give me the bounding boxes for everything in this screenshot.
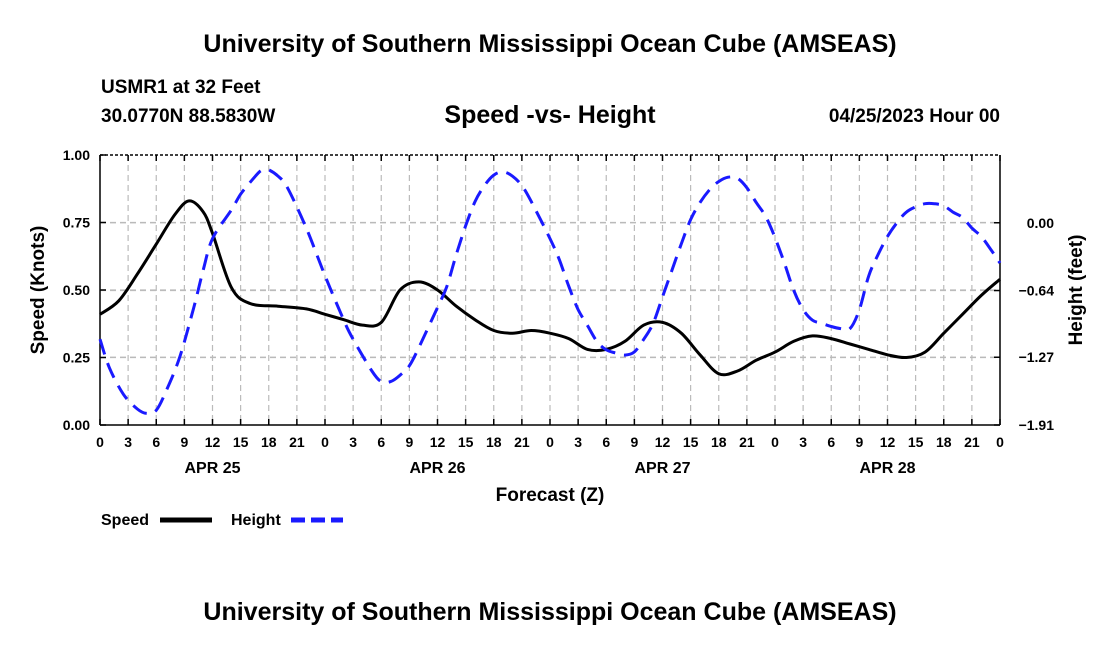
x-tick-label: 9 [630, 434, 638, 450]
x-tick-label: 18 [936, 434, 952, 450]
x-tick-label: 0 [96, 434, 104, 450]
date-label: APR 26 [409, 460, 465, 477]
y2-tick-label: −0.64 [1019, 283, 1055, 299]
station-label: USMR1 at 32 Feet [101, 77, 261, 98]
x-tick-label: 21 [739, 434, 755, 450]
x-tick-label: 12 [205, 434, 221, 450]
chart-title: Speed -vs- Height [444, 101, 656, 129]
x-tick-label: 21 [514, 434, 530, 450]
x-tick-label: 12 [430, 434, 446, 450]
x-tick-label: 12 [655, 434, 671, 450]
x-tick-label: 9 [855, 434, 863, 450]
x-tick-label: 18 [711, 434, 727, 450]
x-tick-label: 6 [827, 434, 835, 450]
y-tick-label: 0.00 [63, 417, 90, 433]
x-tick-label: 9 [180, 434, 188, 450]
speed-series-line [99, 199, 1001, 377]
legend-label-height: Height [231, 512, 281, 529]
forecast-timestamp: 04/25/2023 Hour 00 [828, 106, 1000, 127]
x-tick-label: 3 [574, 434, 582, 450]
x-tick-label: 12 [880, 434, 896, 450]
legend-label-speed: Speed [101, 512, 149, 529]
x-tick-label: 0 [546, 434, 554, 450]
height-series-line [98, 167, 1002, 415]
x-axis-title: Forecast (Z) [496, 485, 605, 506]
date-label: APR 25 [184, 460, 240, 477]
x-tick-label: 3 [349, 434, 357, 450]
y-tick-label: 0.75 [63, 215, 90, 231]
x-tick-label: 18 [486, 434, 502, 450]
date-label: APR 28 [859, 460, 915, 477]
x-tick-label: 15 [233, 434, 249, 450]
y2-tick-label: 0.00 [1027, 215, 1054, 231]
bottom-title: University of Southern Mississippi Ocean… [203, 598, 897, 626]
x-tick-label: 9 [405, 434, 413, 450]
x-tick-label: 6 [602, 434, 610, 450]
x-tick-label: 3 [124, 434, 132, 450]
coordinates-label: 30.0770N 88.5830W [101, 106, 276, 127]
x-tick-label: 0 [771, 434, 779, 450]
x-tick-label: 3 [799, 434, 807, 450]
x-tick-label: 21 [289, 434, 305, 450]
y2-tick-label: −1.91 [1019, 417, 1055, 433]
date-label: APR 27 [634, 460, 690, 477]
y-tick-label: 1.00 [63, 147, 90, 163]
x-tick-label: 18 [261, 434, 277, 450]
y2-tick-label: −1.27 [1019, 349, 1055, 365]
x-tick-label: 0 [996, 434, 1004, 450]
y2-axis-title: Height (feet) [1066, 235, 1087, 346]
top-title: University of Southern Mississippi Ocean… [203, 30, 897, 58]
x-tick-label: 6 [152, 434, 160, 450]
y-axis-title: Speed (Knots) [28, 226, 49, 355]
x-tick-label: 15 [683, 434, 699, 450]
y-tick-label: 0.50 [63, 282, 90, 298]
x-tick-label: 0 [321, 434, 329, 450]
x-tick-label: 6 [377, 434, 385, 450]
x-tick-label: 15 [458, 434, 474, 450]
y-tick-label: 0.25 [63, 350, 90, 366]
x-tick-label: 21 [964, 434, 980, 450]
x-tick-label: 15 [908, 434, 924, 450]
